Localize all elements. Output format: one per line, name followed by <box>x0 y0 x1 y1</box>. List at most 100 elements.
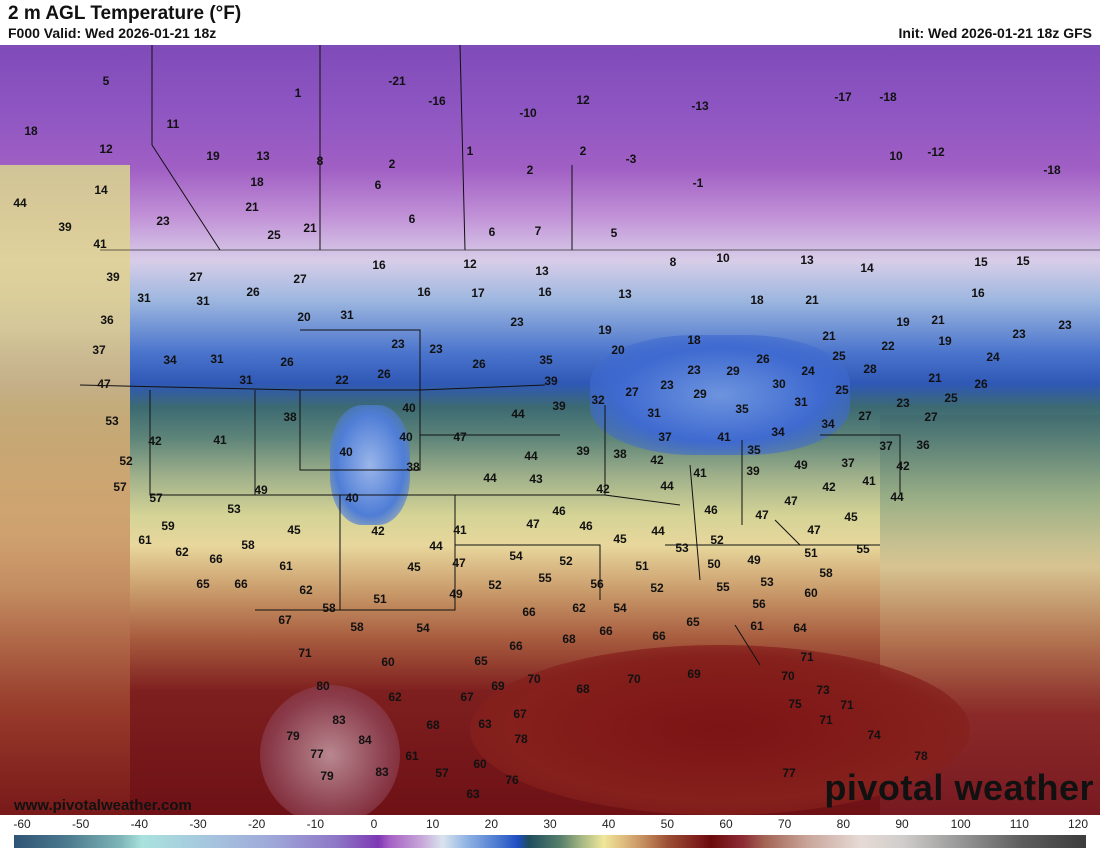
temperature-map[interactable]: 5 1 -21 -16 -10 12 -13 -17 -18 18 11 12 19 13 8 2 1 2 2 -3 1… <box>0 45 1100 815</box>
temperature-value: 47 <box>784 494 798 508</box>
pivotal-weather-logo: pivotal weather <box>824 767 1094 808</box>
temperature-value: 45 <box>407 560 421 574</box>
temperature-value: 24 <box>801 364 815 378</box>
temperature-value: 63 <box>478 717 492 731</box>
product-title: 2 m AGL Temperature (°F) <box>8 3 242 24</box>
temperature-value: 41 <box>717 430 731 444</box>
init-time-model: Init: Wed 2026-01-21 18z GFS <box>898 25 1092 41</box>
temperature-value: 31 <box>137 291 151 305</box>
temperature-value: 58 <box>322 601 336 615</box>
temperature-value: 60 <box>804 586 818 600</box>
temperature-value: -21 <box>388 74 406 88</box>
temperature-value: 34 <box>821 417 835 431</box>
temperature-value: 31 <box>239 373 253 387</box>
temperature-value: 34 <box>771 425 785 439</box>
temperature-value: 36 <box>916 438 930 452</box>
temperature-value: 46 <box>704 503 718 517</box>
temperature-value: 26 <box>472 357 486 371</box>
temperature-value: 26 <box>280 355 294 369</box>
temperature-value: 15 <box>1016 254 1030 268</box>
temperature-value: 66 <box>509 639 523 653</box>
temperature-value: 13 <box>256 149 270 163</box>
temperature-value: 44 <box>483 471 497 485</box>
temperature-value: 21 <box>928 371 942 385</box>
temperature-value: 42 <box>650 453 664 467</box>
temperature-value: 80 <box>316 679 330 693</box>
temperature-value: 53 <box>675 541 689 555</box>
temperature-value: 32 <box>591 393 605 407</box>
temperature-value: 10 <box>889 149 903 163</box>
temperature-value: 19 <box>938 334 952 348</box>
temperature-value: 83 <box>375 765 389 779</box>
temperature-value: 18 <box>750 293 764 307</box>
temperature-value: 54 <box>416 621 430 635</box>
temperature-value: 70 <box>527 672 541 686</box>
temperature-value: 42 <box>371 524 385 538</box>
temperature-value: 29 <box>726 364 740 378</box>
temperature-value: 12 <box>99 142 113 156</box>
temperature-value: 18 <box>24 124 38 138</box>
temperature-value: 55 <box>856 542 870 556</box>
temperature-value: 14 <box>94 183 108 197</box>
temperature-value: 19 <box>206 149 220 163</box>
temperature-value: 10 <box>716 251 730 265</box>
temperature-value: 49 <box>747 553 761 567</box>
temperature-value: 79 <box>320 769 334 783</box>
temperature-value: 5 <box>102 74 110 88</box>
temperature-value: 44 <box>890 490 904 504</box>
temperature-value: 36 <box>100 313 114 327</box>
temperature-value: 16 <box>971 286 985 300</box>
gulf-warm-shading <box>470 645 970 815</box>
temperature-value: 35 <box>539 353 553 367</box>
temperature-value: 66 <box>209 552 223 566</box>
temperature-value: 44 <box>13 196 27 210</box>
temperature-value: 62 <box>572 601 586 615</box>
temperature-value: 56 <box>752 597 766 611</box>
temperature-value: 41 <box>862 474 876 488</box>
temperature-value: 61 <box>279 559 293 573</box>
temperature-value: 20 <box>611 343 625 357</box>
temperature-value: 49 <box>794 458 808 472</box>
temperature-value: -1 <box>692 176 704 190</box>
temperature-value: 12 <box>463 257 477 271</box>
temperature-value: 31 <box>196 294 210 308</box>
temperature-value: 25 <box>835 383 849 397</box>
temperature-value: 16 <box>538 285 552 299</box>
temperature-value: 58 <box>819 566 833 580</box>
temperature-value: 8 <box>669 255 677 269</box>
temperature-value: 47 <box>453 430 467 444</box>
temperature-value: 45 <box>613 532 627 546</box>
temperature-value: -16 <box>428 94 446 108</box>
colorbar-tick: 50 <box>660 817 675 831</box>
temperature-value: 47 <box>526 517 540 531</box>
colorbar-tick: 90 <box>895 817 909 831</box>
temperature-value: 41 <box>213 433 227 447</box>
temperature-value: 39 <box>746 464 760 478</box>
temperature-value: 67 <box>460 690 474 704</box>
temperature-value: 21 <box>822 329 836 343</box>
temperature-value: 42 <box>148 434 162 448</box>
temperature-value: 40 <box>345 491 359 505</box>
temperature-value: 61 <box>138 533 152 547</box>
colorbar-tick: 40 <box>601 817 616 831</box>
temperature-value: 52 <box>710 533 724 547</box>
temperature-value: 22 <box>335 373 349 387</box>
temperature-value: 53 <box>760 575 774 589</box>
temperature-value: 71 <box>819 713 833 727</box>
temperature-value: 17 <box>471 286 485 300</box>
temperature-value: 44 <box>429 539 443 553</box>
temperature-value: 31 <box>210 352 224 366</box>
temperature-value: 57 <box>113 480 127 494</box>
temperature-value: 71 <box>800 650 814 664</box>
colorbar-tick: -60 <box>13 817 31 831</box>
temperature-value: 19 <box>896 315 910 329</box>
temperature-value: 58 <box>241 538 255 552</box>
temperature-value: 16 <box>417 285 431 299</box>
temperature-value: 39 <box>576 444 590 458</box>
temperature-value: 15 <box>974 255 988 269</box>
temperature-value: 30 <box>772 377 786 391</box>
temperature-value: 49 <box>449 587 463 601</box>
temperature-value: 23 <box>391 337 405 351</box>
temperature-value: 24 <box>986 350 1000 364</box>
temperature-value: 52 <box>650 581 664 595</box>
